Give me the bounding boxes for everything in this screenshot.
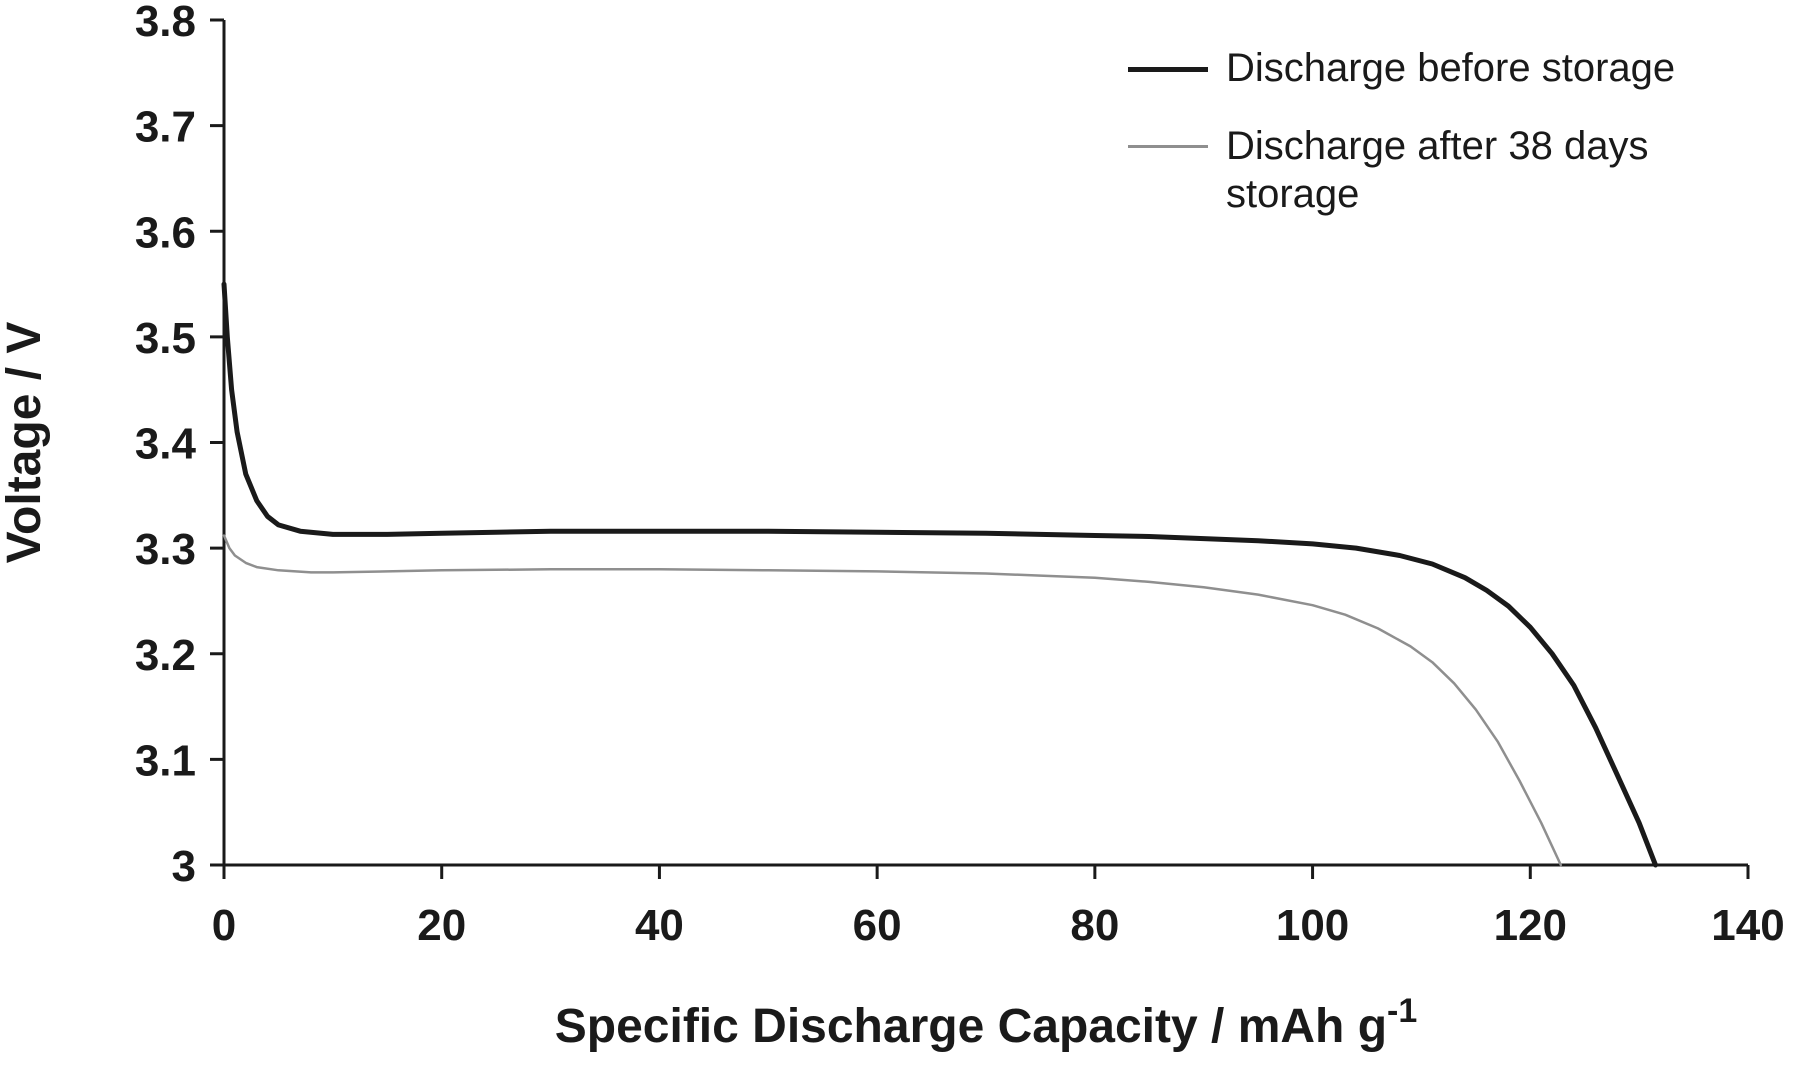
y-tick-label: 3.4 [135,420,197,469]
y-tick-label: 3.7 [135,103,196,152]
x-tick-label: 0 [212,901,236,950]
x-tick-label: 20 [417,901,466,950]
x-tick-label: 80 [1070,901,1119,950]
y-tick-label: 3.5 [135,314,196,363]
y-tick-label: 3.2 [135,631,196,680]
y-tick-label: 3 [172,842,196,891]
y-tick-label: 3.6 [135,208,196,257]
x-tick-label: 60 [853,901,902,950]
series-line-0 [221,281,1658,868]
legend-item-after-storage: Discharge after 38 days storage [1128,122,1728,218]
y-tick-label: 3.3 [135,525,196,574]
x-tick-label: 40 [635,901,684,950]
series-line-1 [222,534,1563,867]
y-axis-title: Voltage / V [0,322,51,564]
legend-line-sample [1128,145,1208,148]
y-tick-label: 3.1 [135,736,196,785]
y-tick-label: 3.8 [135,0,196,46]
legend-item-before-storage: Discharge before storage [1128,44,1728,92]
x-tick-label: 100 [1276,901,1349,950]
legend: Discharge before storage Discharge after… [1128,44,1728,218]
legend-line-sample [1128,67,1208,72]
x-tick-label: 140 [1711,901,1784,950]
x-tick-label: 120 [1494,901,1567,950]
legend-label: Discharge after 38 days storage [1226,124,1649,216]
legend-label: Discharge before storage [1226,46,1676,90]
x-axis-title: Specific Discharge Capacity / mAh g-1 [555,992,1418,1053]
